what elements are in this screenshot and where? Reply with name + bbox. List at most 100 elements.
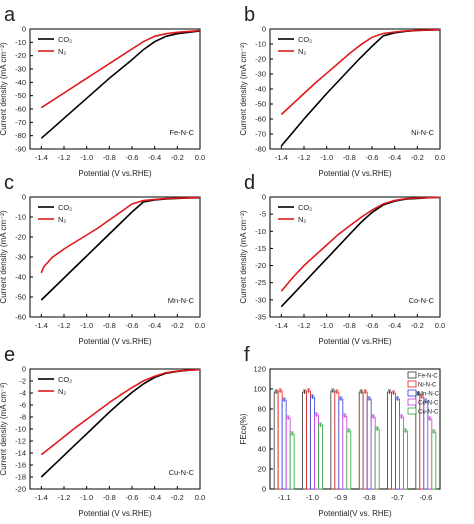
y-tick-label: -6 <box>19 401 26 410</box>
bar <box>334 391 340 490</box>
panel-c: c0 -10 -20 -30 -40 -50 -60 Current density (mA … <box>0 172 205 346</box>
y-tick-label: -20 <box>255 261 266 270</box>
x-tick-label: -1.0 <box>80 321 93 330</box>
y-tick-label: -10 <box>255 227 266 236</box>
x-tick-label: -0.2 <box>171 493 184 502</box>
bar <box>314 414 319 490</box>
panel-letter: c <box>4 172 14 194</box>
y-tick-label: 0 <box>262 25 266 34</box>
bar <box>330 390 336 490</box>
y-tick-label: 80 <box>258 405 266 414</box>
y-tick-label: -10 <box>15 213 26 222</box>
x-axis-label: Potential (V vs.RHE) <box>318 169 392 178</box>
x-tick-label: -0.4 <box>148 321 161 330</box>
x-tick-label: 0.0 <box>435 321 445 330</box>
bar <box>374 428 380 490</box>
panel-letter: b <box>244 4 255 26</box>
y-tick-label: -40 <box>15 273 26 282</box>
y-tick-label: -40 <box>15 78 26 87</box>
y-tick-label: 0 <box>22 25 26 34</box>
y-axis-label: Current density (mA cm⁻²) <box>0 382 8 475</box>
x-tick-label: -1.0 <box>80 153 93 162</box>
sample-label: Fe-N-C <box>169 128 194 137</box>
y-tick-label: -50 <box>15 293 26 302</box>
x-axis-label: Potential (V vs.RHE) <box>78 169 152 178</box>
bar <box>346 430 352 490</box>
y-tick-label: 20 <box>258 465 266 474</box>
y-tick-label: -30 <box>15 253 26 262</box>
sample-label: Mn-N-C <box>168 296 195 305</box>
sample-label: Cu-N-C <box>169 468 195 477</box>
x-tick-label: -1.0 <box>320 153 333 162</box>
y-tick-label: -18 <box>15 473 26 482</box>
y-tick-label: -50 <box>255 100 266 109</box>
series-line <box>40 30 201 139</box>
bar <box>370 416 376 490</box>
x-tick-label: -1.4 <box>35 321 48 330</box>
plot-frame <box>269 196 441 318</box>
y-tick-label: -30 <box>255 295 266 304</box>
series-line <box>40 196 201 274</box>
y-tick-label: -10 <box>15 425 26 434</box>
series-line <box>280 196 441 292</box>
x-tick-label: -0.2 <box>171 153 184 162</box>
y-tick-label: -12 <box>15 437 26 446</box>
x-tick-label: -0.2 <box>411 321 424 330</box>
bar <box>415 393 421 490</box>
y-tick-label: -25 <box>255 278 266 287</box>
y-tick-label: 60 <box>258 425 266 434</box>
panel-a: a0 -10 -20 -30 -40 -50 -60 -70 -80 -90 Current den… <box>0 4 205 178</box>
legend-label: CO₂ <box>58 35 72 44</box>
x-tick-label: -1.0 <box>80 493 93 502</box>
y-tick-label: -30 <box>255 70 266 79</box>
y-tick-label: 0 <box>22 193 26 202</box>
x-tick-label: -0.7 <box>391 493 404 502</box>
x-tick-label: -1.2 <box>58 493 71 502</box>
x-tick-label: -0.2 <box>411 153 424 162</box>
legend-label: N₂ <box>58 215 66 224</box>
legend-label: N₂ <box>298 215 306 224</box>
x-tick-label: -0.6 <box>366 321 379 330</box>
x-tick-label: -1.2 <box>298 321 311 330</box>
y-tick-label: 0 <box>22 365 26 374</box>
bar <box>273 391 279 490</box>
bar <box>277 390 283 490</box>
x-tick-label: -0.8 <box>363 493 376 502</box>
bar <box>306 390 311 490</box>
x-tick-label: -0.4 <box>148 153 161 162</box>
legend-label: Fe-N-C <box>418 374 438 380</box>
x-tick-label: -0.6 <box>126 321 139 330</box>
legend-swatch <box>407 407 417 415</box>
bar <box>358 391 364 490</box>
x-tick-label: -1.1 <box>278 493 291 502</box>
y-tick-label: 40 <box>258 445 266 454</box>
x-tick-label: -0.4 <box>388 321 401 330</box>
bar <box>391 392 396 490</box>
y-tick-label: -50 <box>15 91 26 100</box>
legend-label: CO₂ <box>58 375 72 384</box>
x-tick-label: -1.2 <box>298 153 311 162</box>
legend-swatch <box>407 371 417 379</box>
legend-swatch <box>407 389 417 397</box>
bar <box>342 415 348 490</box>
series-line <box>280 196 441 308</box>
series-line <box>40 29 201 109</box>
y-tick-label: -80 <box>255 145 266 154</box>
y-tick-label: -15 <box>255 244 266 253</box>
x-tick-label: -0.6 <box>126 153 139 162</box>
x-tick-label: -0.9 <box>334 493 347 502</box>
x-tick-label: -1.0 <box>320 321 333 330</box>
bar <box>281 399 287 490</box>
panel-b: b0 -10 -20 -30 -40 -50 -60 -70 -80 Current densit… <box>239 4 445 178</box>
series-line <box>40 368 201 456</box>
y-tick-label: -2 <box>19 377 26 386</box>
y-tick-label: -60 <box>15 313 26 322</box>
x-tick-label: -1.2 <box>58 321 71 330</box>
y-tick-label: -20 <box>15 485 26 494</box>
x-axis-label: Potential (V vs.RHE) <box>78 509 152 518</box>
bar <box>318 424 323 490</box>
series-line <box>40 368 201 478</box>
x-tick-label: -1.4 <box>35 493 48 502</box>
y-tick-label: -5 <box>259 210 266 219</box>
legend-label: N₂ <box>58 387 66 396</box>
